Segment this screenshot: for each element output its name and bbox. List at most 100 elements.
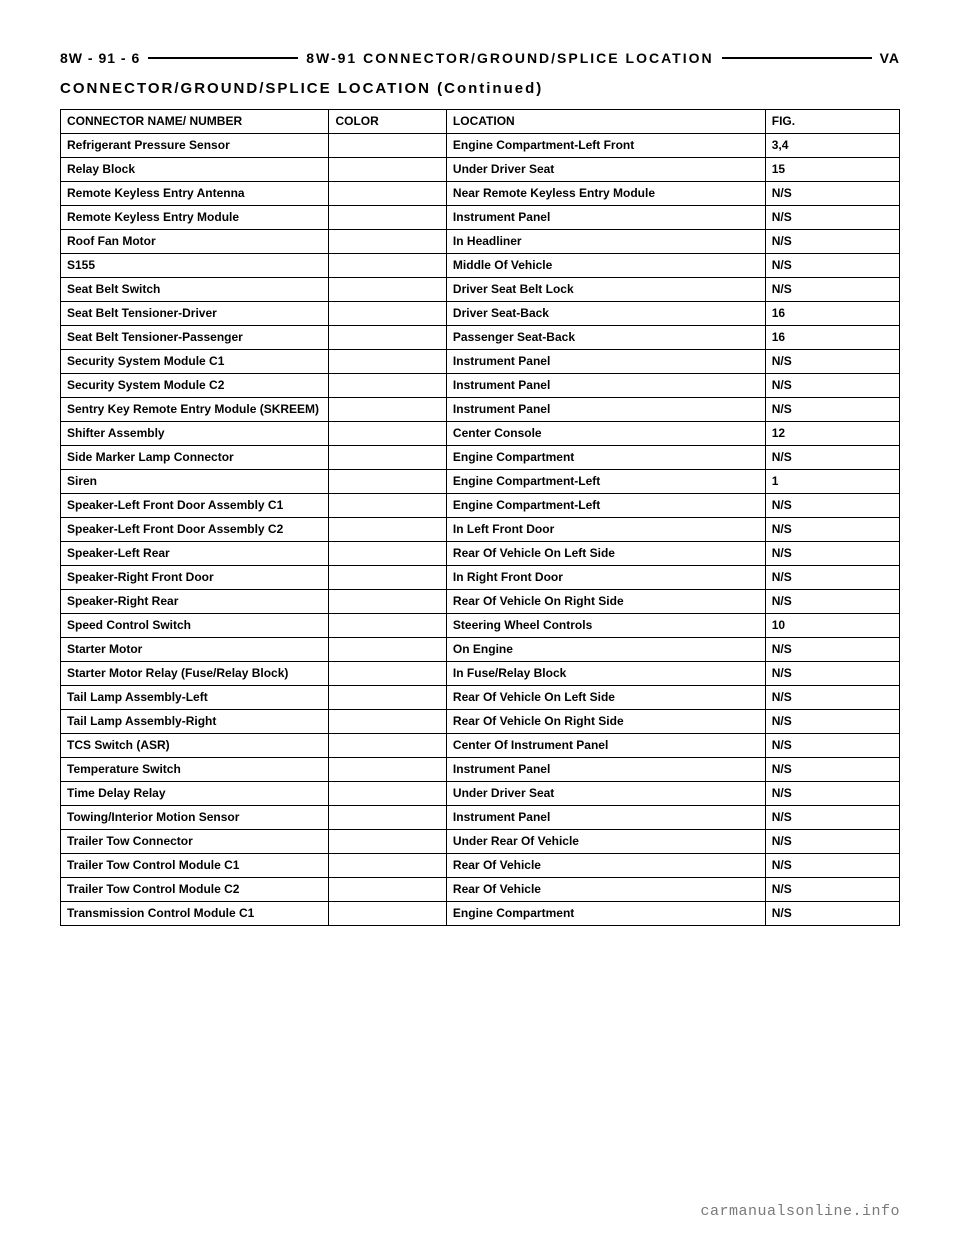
table-row: S155Middle Of VehicleN/S <box>61 254 900 278</box>
cell-location: Instrument Panel <box>446 758 765 782</box>
cell-fig: N/S <box>765 734 899 758</box>
table-row: SirenEngine Compartment-Left1 <box>61 470 900 494</box>
cell-fig: 3,4 <box>765 134 899 158</box>
cell-fig: N/S <box>765 398 899 422</box>
cell-color <box>329 782 446 806</box>
cell-name: Refrigerant Pressure Sensor <box>61 134 329 158</box>
table-row: Side Marker Lamp ConnectorEngine Compart… <box>61 446 900 470</box>
cell-name: Siren <box>61 470 329 494</box>
cell-name: Starter Motor Relay (Fuse/Relay Block) <box>61 662 329 686</box>
table-row: Trailer Tow Control Module C2Rear Of Veh… <box>61 878 900 902</box>
header-left: 8W - 91 - 6 <box>60 50 140 66</box>
cell-location: Instrument Panel <box>446 398 765 422</box>
table-row: Towing/Interior Motion Sensor Instrument … <box>61 806 900 830</box>
table-row: Starter MotorOn EngineN/S <box>61 638 900 662</box>
cell-fig: N/S <box>765 686 899 710</box>
cell-fig: N/S <box>765 854 899 878</box>
cell-location: Instrument Panel <box>446 806 765 830</box>
cell-location: Rear Of Vehicle On Left Side <box>446 542 765 566</box>
table-header-row: CONNECTOR NAME/ NUMBER COLOR LOCATION FI… <box>61 110 900 134</box>
cell-location: Rear Of Vehicle On Right Side <box>446 710 765 734</box>
cell-name: Speaker-Left Front Door Assembly C2 <box>61 518 329 542</box>
table-row: Security System Module C1Instrument Pane… <box>61 350 900 374</box>
cell-fig: N/S <box>765 350 899 374</box>
cell-color <box>329 134 446 158</box>
cell-fig: N/S <box>765 806 899 830</box>
page-header: 8W - 91 - 6 8W-91 CONNECTOR/GROUND/SPLIC… <box>60 50 900 66</box>
table-row: Starter Motor Relay (Fuse/Relay Block)In… <box>61 662 900 686</box>
cell-name: Security System Module C1 <box>61 350 329 374</box>
table-row: Security System Module C2Instrument Pane… <box>61 374 900 398</box>
cell-location: On Engine <box>446 638 765 662</box>
cell-location: Rear Of Vehicle On Right Side <box>446 590 765 614</box>
cell-fig: N/S <box>765 662 899 686</box>
table-row: Speaker-Left Front Door Assembly C1Engin… <box>61 494 900 518</box>
cell-name: Time Delay Relay <box>61 782 329 806</box>
header-rule-left <box>148 57 298 59</box>
cell-fig: 10 <box>765 614 899 638</box>
cell-fig: N/S <box>765 902 899 926</box>
cell-fig: 15 <box>765 158 899 182</box>
table-row: Shifter AssemblyCenter Console12 <box>61 422 900 446</box>
table-row: Sentry Key Remote Entry Module (SKREEM)I… <box>61 398 900 422</box>
cell-location: In Right Front Door <box>446 566 765 590</box>
cell-color <box>329 446 446 470</box>
cell-color <box>329 470 446 494</box>
cell-fig: N/S <box>765 278 899 302</box>
cell-name: Side Marker Lamp Connector <box>61 446 329 470</box>
header-center: 8W-91 CONNECTOR/GROUND/SPLICE LOCATION <box>306 50 713 66</box>
cell-fig: N/S <box>765 830 899 854</box>
cell-location: Under Driver Seat <box>446 782 765 806</box>
cell-location: Instrument Panel <box>446 374 765 398</box>
cell-location: Under Driver Seat <box>446 158 765 182</box>
cell-location: Instrument Panel <box>446 206 765 230</box>
cell-location: Passenger Seat-Back <box>446 326 765 350</box>
table-row: Speaker-Left Front Door Assembly C2 In Le… <box>61 518 900 542</box>
cell-name: Speaker-Right Rear <box>61 590 329 614</box>
table-row: Remote Keyless Entry ModuleInstrument Pa… <box>61 206 900 230</box>
cell-location: Engine Compartment-Left Front <box>446 134 765 158</box>
cell-name: Roof Fan Motor <box>61 230 329 254</box>
cell-color <box>329 662 446 686</box>
cell-fig: N/S <box>765 494 899 518</box>
cell-name: Remote Keyless Entry Antenna <box>61 182 329 206</box>
cell-fig: 16 <box>765 302 899 326</box>
cell-color <box>329 278 446 302</box>
cell-color <box>329 158 446 182</box>
cell-color <box>329 398 446 422</box>
cell-location: Steering Wheel Controls <box>446 614 765 638</box>
cell-fig: N/S <box>765 230 899 254</box>
table-row: Refrigerant Pressure Sensor Engine Compar… <box>61 134 900 158</box>
cell-fig: 16 <box>765 326 899 350</box>
cell-location: Engine Compartment-Left <box>446 494 765 518</box>
col-header-fig: FIG. <box>765 110 899 134</box>
cell-name: TCS Switch (ASR) <box>61 734 329 758</box>
cell-fig: N/S <box>765 446 899 470</box>
table-row: Speaker-Right Front Door In Right Front D… <box>61 566 900 590</box>
cell-fig: N/S <box>765 206 899 230</box>
cell-fig: N/S <box>765 758 899 782</box>
cell-fig: N/S <box>765 254 899 278</box>
table-row: Seat Belt Tensioner-Passenger Passenger S… <box>61 326 900 350</box>
cell-fig: 1 <box>765 470 899 494</box>
table-row: Transmission Control Module C1Engine Com… <box>61 902 900 926</box>
cell-name: S155 <box>61 254 329 278</box>
cell-location: Driver Seat-Back <box>446 302 765 326</box>
table-row: Speaker-Left Rear Rear Of Vehicle On Left… <box>61 542 900 566</box>
cell-fig: N/S <box>765 590 899 614</box>
table-row: Trailer Tow ConnectorUnder Rear Of Vehic… <box>61 830 900 854</box>
cell-name: Towing/Interior Motion Sensor <box>61 806 329 830</box>
cell-fig: N/S <box>765 878 899 902</box>
cell-name: Seat Belt Tensioner-Passenger <box>61 326 329 350</box>
cell-name: Speaker-Left Rear <box>61 542 329 566</box>
cell-location: In Left Front Door <box>446 518 765 542</box>
cell-name: Speaker-Right Front Door <box>61 566 329 590</box>
cell-color <box>329 710 446 734</box>
cell-name: Seat Belt Tensioner-Driver <box>61 302 329 326</box>
cell-color <box>329 254 446 278</box>
cell-color <box>329 638 446 662</box>
cell-name: Trailer Tow Connector <box>61 830 329 854</box>
table-row: Tail Lamp Assembly-RightRear Of Vehicle … <box>61 710 900 734</box>
cell-name: Relay Block <box>61 158 329 182</box>
cell-color <box>329 374 446 398</box>
